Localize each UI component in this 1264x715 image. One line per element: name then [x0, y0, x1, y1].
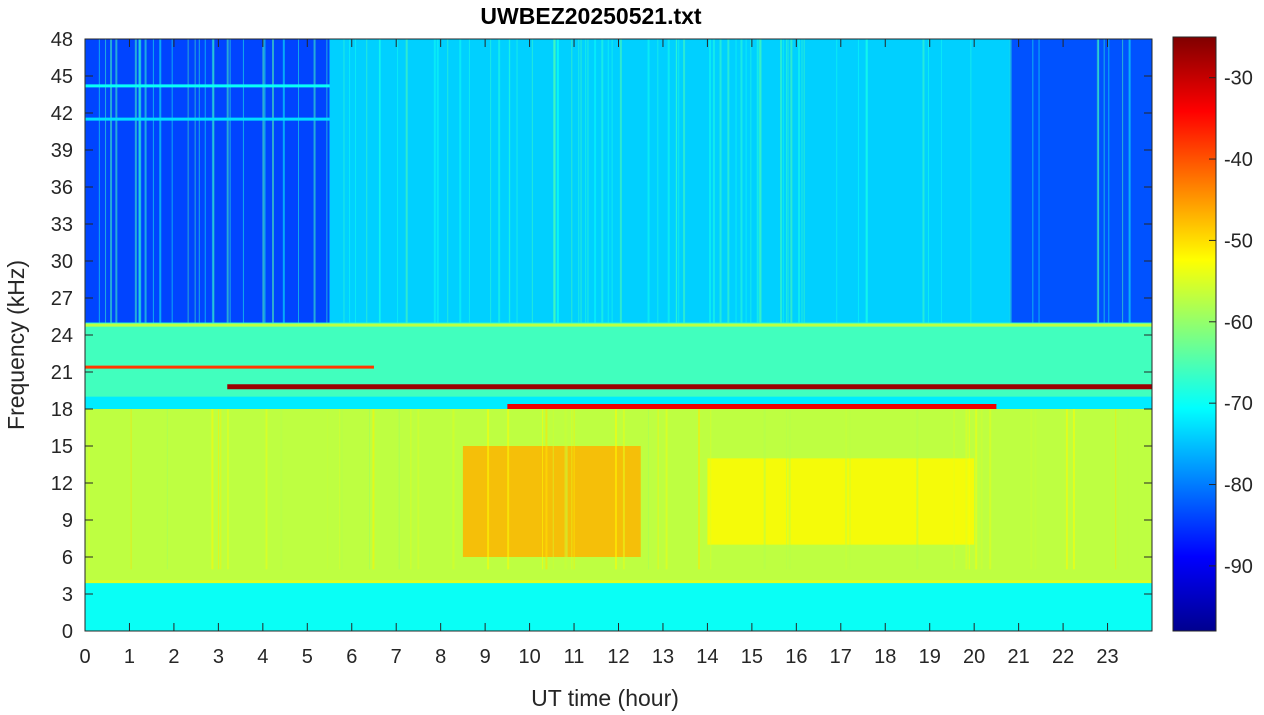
x-axis-label: UT time (hour) [531, 685, 679, 711]
colorbar-gradient [1172, 36, 1217, 632]
colorbar-tick-label: -60 [1224, 312, 1253, 334]
colorbar-tick-label: -40 [1224, 149, 1253, 171]
x-tick-label: 18 [874, 646, 896, 668]
y-tick-label: 33 [51, 214, 73, 236]
x-tick-label: 4 [257, 646, 268, 668]
y-tick-label: 30 [51, 251, 73, 273]
spectrogram-plot [84, 39, 1152, 631]
x-tick-label: 5 [302, 646, 313, 668]
chart-title: UWBEZ20250521.txt [480, 3, 701, 29]
intensity-region-6 [707, 458, 975, 545]
y-axis-label: Frequency (kHz) [3, 260, 29, 430]
x-tick-label: 0 [79, 646, 90, 668]
y-tick-label: 15 [51, 436, 73, 458]
intensity-region-5 [462, 446, 641, 557]
y-tick-label: 12 [51, 473, 73, 495]
y-tick-label: 39 [51, 140, 73, 162]
y-tick-label: 18 [51, 399, 73, 421]
x-tick-label: 11 [564, 646, 585, 668]
x-tick-label: 19 [919, 646, 941, 668]
y-tick-label: 0 [62, 621, 73, 643]
x-tick-label: 23 [1096, 646, 1118, 668]
y-tick-label: 21 [51, 362, 73, 384]
intensity-region-0 [85, 39, 330, 323]
y-tick-label: 9 [62, 510, 73, 532]
x-tick-label: 10 [518, 646, 540, 668]
colorbar-ticks: -30 -40 -50 -60 -70 -80 -90 [1209, 68, 1253, 578]
y-tick-label: 3 [62, 584, 73, 606]
x-tick-label: 22 [1052, 646, 1074, 668]
x-tick-label: 6 [346, 646, 357, 668]
x-tick-label: 21 [1008, 646, 1030, 668]
x-tick-label: 2 [168, 646, 179, 668]
y-tick-label: 48 [51, 29, 73, 51]
x-tick-label: 14 [696, 646, 718, 668]
x-tick-label: 20 [963, 646, 985, 668]
colorbar-tick-label: -70 [1224, 393, 1253, 415]
colorbar-tick-label: -30 [1224, 68, 1253, 90]
colorbar-tick-label: -80 [1224, 475, 1253, 497]
x-tick-label: 16 [785, 646, 807, 668]
y-tick-label: 6 [62, 547, 73, 569]
x-tick-label: 13 [652, 646, 674, 668]
x-tick-label: 3 [213, 646, 224, 668]
y-tick-label: 36 [51, 177, 73, 199]
colorbar: -30 -40 -50 -60 -70 -80 -90 [1172, 36, 1253, 632]
x-tick-label: 7 [391, 646, 402, 668]
intensity-region-7 [85, 581, 1152, 631]
x-tick-label: 15 [741, 646, 763, 668]
x-tick-label: 17 [830, 646, 852, 668]
y-tick-label: 24 [51, 325, 73, 347]
x-tick-label: 9 [480, 646, 491, 668]
x-tick-label: 12 [607, 646, 629, 668]
y-tick-label: 45 [51, 66, 73, 88]
x-tick-label: 1 [124, 646, 135, 668]
intensity-region-1 [1009, 39, 1152, 323]
y-tick-label: 27 [51, 288, 73, 310]
y-tick-label: 42 [51, 103, 73, 125]
x-tick-label: 8 [435, 646, 446, 668]
colorbar-tick-label: -50 [1224, 230, 1253, 252]
x-axis: 0 1 2 3 4 5 6 7 8 9 10 11 12 13 14 15 16 17 18 19 20 21 22 23 [79, 39, 1119, 668]
colorbar-tick-label: -90 [1224, 556, 1253, 578]
